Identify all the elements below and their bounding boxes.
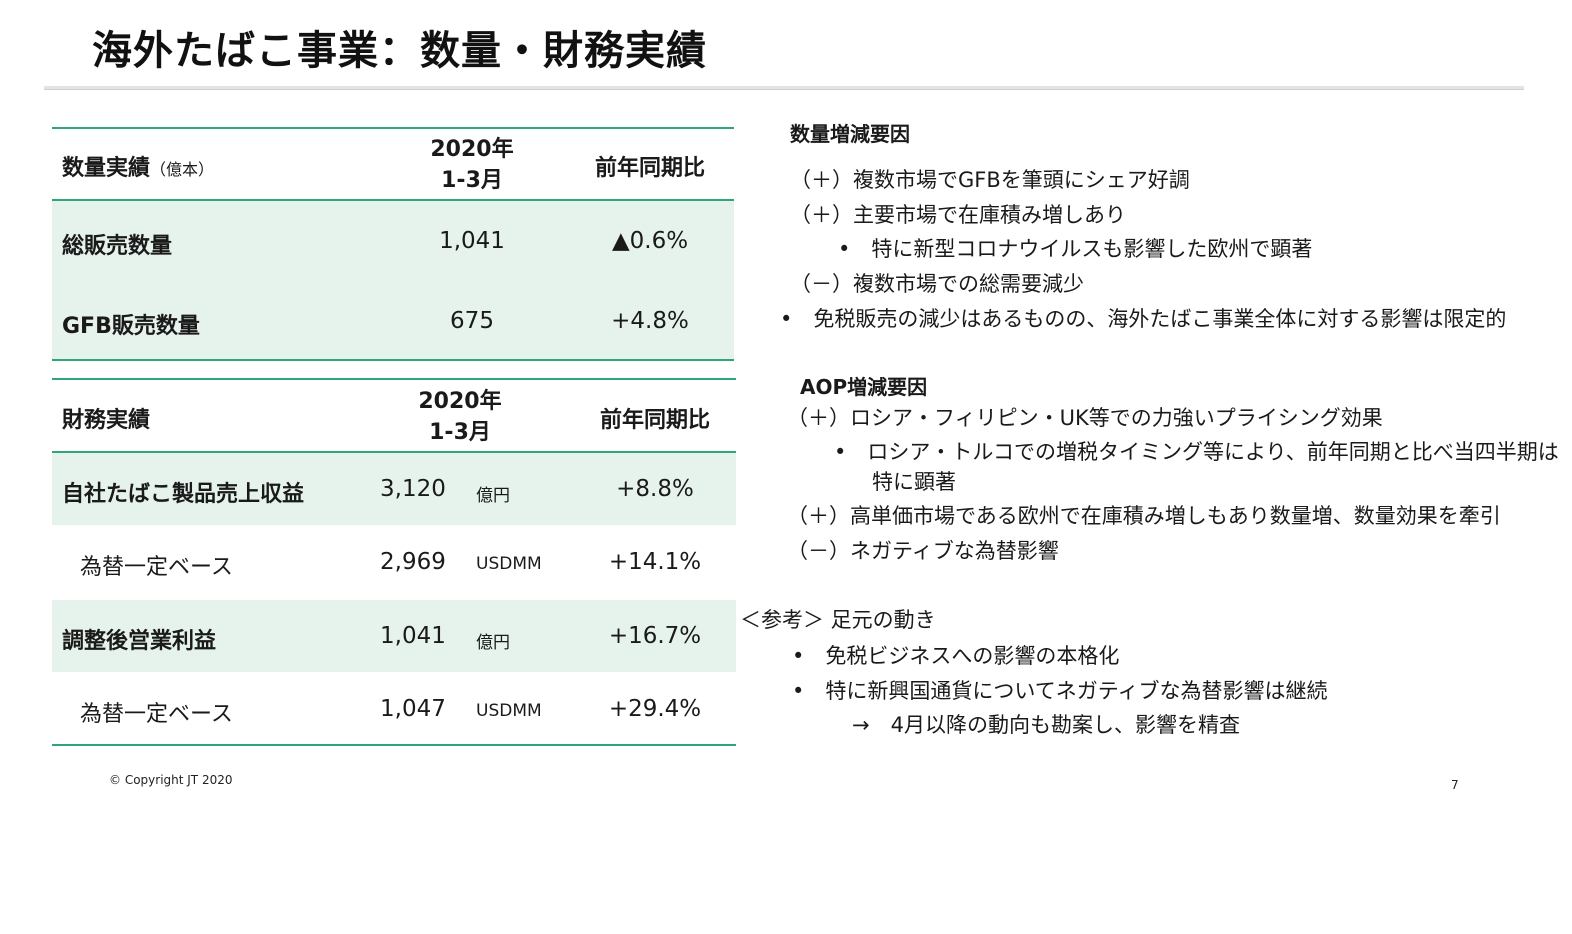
table-rule (52, 359, 734, 361)
row-change: +16.7% (608, 623, 702, 649)
page-title: 海外たばこ事業：数量・財務実績 (92, 28, 707, 74)
row-unit: 億円 (476, 486, 510, 506)
factor-line: （＋）複数市場でGFBを筆頭にシェア好調 (790, 168, 1190, 192)
row-unit: 億円 (476, 633, 510, 653)
factor-bullet: • 免税販売の減少はあるものの、海外たばこ事業全体に対する影響は限定的 (780, 307, 1507, 331)
finance-header-label: 財務実績 (62, 408, 151, 433)
factor-bullet: • ロシア・トルコでの増税タイミング等により、前年同期と比べ当四半期は (834, 440, 1559, 464)
finance-header-compare: 前年同期比 (599, 408, 710, 433)
factor-line: （＋）主要市場で在庫積み増しあり (790, 203, 1126, 227)
volume-factors-heading: 数量増減要因 (790, 122, 910, 146)
factor-line: （＋）高単価市場である欧州で在庫積み増しもあり数量増、数量効果を牽引 (787, 504, 1501, 528)
table-rule (52, 127, 734, 129)
row-value: 1,047 (380, 696, 446, 722)
finance-band-2 (52, 600, 736, 672)
title-divider (44, 86, 1524, 90)
row-value: 1,041 (439, 228, 505, 254)
row-change: +29.4% (608, 696, 702, 722)
aop-factors-heading: AOP増減要因 (800, 375, 928, 399)
finance-header-period: 2020年 1-3月 (418, 389, 502, 445)
row-change: +8.8% (616, 476, 694, 502)
volume-header-label: 数量実績（億本） (62, 156, 215, 181)
factor-line: （－）ネガティブな為替影響 (787, 539, 1059, 563)
row-label: 総販売数量 (62, 234, 173, 259)
row-change: +4.8% (611, 308, 689, 334)
row-value: 3,120 (380, 476, 446, 502)
row-value: 675 (450, 308, 494, 334)
factor-bullet: • 特に新型コロナウイルスも影響した欧州で顕著 (838, 237, 1313, 261)
volume-header-compare: 前年同期比 (594, 156, 705, 181)
factor-line: （－）複数市場での総需要減少 (790, 272, 1084, 296)
page-number: 7 (1451, 778, 1459, 792)
factor-line: （＋）ロシア・フィリピン・UK等での力強いプライシング効果 (787, 406, 1383, 430)
row-label: 為替一定ベース (80, 702, 233, 727)
row-label: 為替一定ベース (80, 555, 233, 580)
copyright: © Copyright JT 2020 (109, 773, 233, 787)
row-label: 自社たばこ製品売上収益 (62, 482, 305, 507)
row-label: 調整後営業利益 (62, 629, 217, 654)
volume-header-period: 2020年 1-3月 (430, 137, 514, 193)
reference-heading: ＜参考＞ 足元の動き (740, 608, 936, 632)
reference-bullet: • 免税ビジネスへの影響の本格化 (792, 644, 1120, 668)
row-value: 1,041 (380, 623, 446, 649)
table-rule (52, 199, 734, 201)
table-rule (52, 451, 736, 453)
reference-bullet: • 特に新興国通貨についてネガティブな為替影響は継続 (792, 679, 1328, 703)
finance-band-1 (52, 453, 736, 525)
volume-header-unit: （億本） (150, 160, 215, 179)
row-unit: USDMM (476, 554, 542, 574)
factor-bullet-cont: 特に顕著 (872, 470, 956, 494)
row-unit: USDMM (476, 701, 542, 721)
table-rule (52, 378, 736, 380)
volume-band (52, 201, 734, 359)
row-change: ▲0.6% (611, 228, 689, 254)
reference-arrow-line: → 4月以降の動向も勘案し、影響を精査 (852, 713, 1240, 737)
row-label: GFB販売数量 (62, 314, 200, 339)
row-change: +14.1% (608, 549, 702, 575)
table-rule (52, 744, 736, 746)
row-value: 2,969 (380, 549, 446, 575)
